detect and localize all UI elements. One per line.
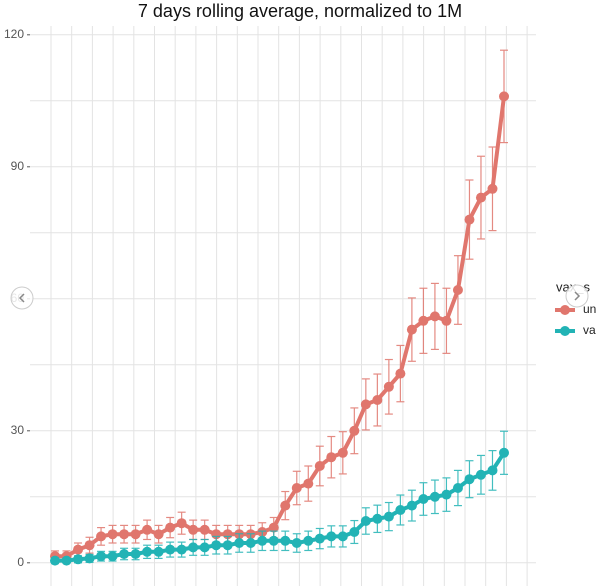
point <box>153 546 164 557</box>
point <box>337 447 348 458</box>
point <box>441 489 452 500</box>
point <box>165 522 176 533</box>
point <box>61 555 72 566</box>
point <box>130 549 141 559</box>
point <box>73 544 84 555</box>
point <box>222 540 233 551</box>
point <box>130 529 141 540</box>
point <box>349 527 360 537</box>
legend-key-point <box>560 305 570 315</box>
y-tick-label: 90 <box>11 159 25 173</box>
point <box>487 183 498 194</box>
point <box>234 538 245 548</box>
point <box>199 542 210 553</box>
y-tick-label: 0 <box>17 555 24 569</box>
point <box>73 554 84 565</box>
point <box>176 544 187 555</box>
point <box>119 549 130 559</box>
point <box>119 529 130 540</box>
point <box>314 533 325 544</box>
point <box>475 469 486 480</box>
point <box>268 522 279 533</box>
point <box>291 538 302 548</box>
point <box>245 538 256 548</box>
point <box>280 500 291 511</box>
point <box>176 518 187 529</box>
point <box>291 483 302 493</box>
point <box>142 546 153 557</box>
point <box>395 368 406 379</box>
point <box>153 529 164 540</box>
arrow-icon <box>18 293 25 303</box>
point <box>142 524 153 535</box>
point <box>84 553 95 564</box>
point <box>303 478 314 489</box>
legend-label: un <box>583 302 596 316</box>
point <box>84 540 95 551</box>
point <box>372 513 383 524</box>
point <box>107 529 118 540</box>
point <box>326 531 337 542</box>
prev-button[interactable] <box>10 286 34 310</box>
point <box>50 555 60 566</box>
point <box>464 474 475 485</box>
arrow-icon <box>574 291 581 301</box>
point <box>383 511 394 522</box>
point <box>406 500 417 511</box>
point <box>96 531 107 542</box>
y-tick-label: 30 <box>11 423 25 437</box>
point <box>452 483 463 493</box>
point <box>429 491 440 502</box>
point <box>464 214 475 225</box>
point <box>372 395 383 405</box>
legend-label: va <box>583 323 596 337</box>
point <box>499 447 509 458</box>
series-line <box>55 96 506 559</box>
series-line <box>55 451 506 563</box>
point <box>441 315 452 326</box>
point <box>383 381 394 392</box>
point <box>452 285 463 295</box>
legend-key-point <box>560 326 570 336</box>
point <box>395 505 406 515</box>
point <box>268 535 279 546</box>
point <box>360 516 371 526</box>
point <box>360 399 371 410</box>
arrow-button-bg <box>565 284 589 308</box>
point <box>499 91 509 102</box>
point <box>280 535 291 546</box>
point <box>314 461 325 471</box>
point <box>96 551 107 562</box>
point <box>475 192 486 203</box>
point <box>257 535 268 546</box>
point <box>188 524 199 535</box>
point <box>188 542 199 553</box>
point <box>418 315 429 326</box>
point <box>487 465 498 476</box>
point <box>406 324 417 335</box>
point <box>107 551 118 562</box>
point <box>337 531 348 542</box>
point <box>326 452 337 463</box>
point <box>418 494 429 504</box>
y-tick-label: 120 <box>4 27 24 41</box>
point <box>211 540 222 551</box>
next-button[interactable] <box>565 284 589 308</box>
point <box>165 544 176 555</box>
point <box>429 311 440 322</box>
point <box>349 425 360 436</box>
chart-title: 7 days rolling average, normalized to 1M <box>138 1 462 21</box>
point <box>303 535 314 546</box>
arrow-button-bg <box>10 286 34 310</box>
point <box>199 524 210 535</box>
